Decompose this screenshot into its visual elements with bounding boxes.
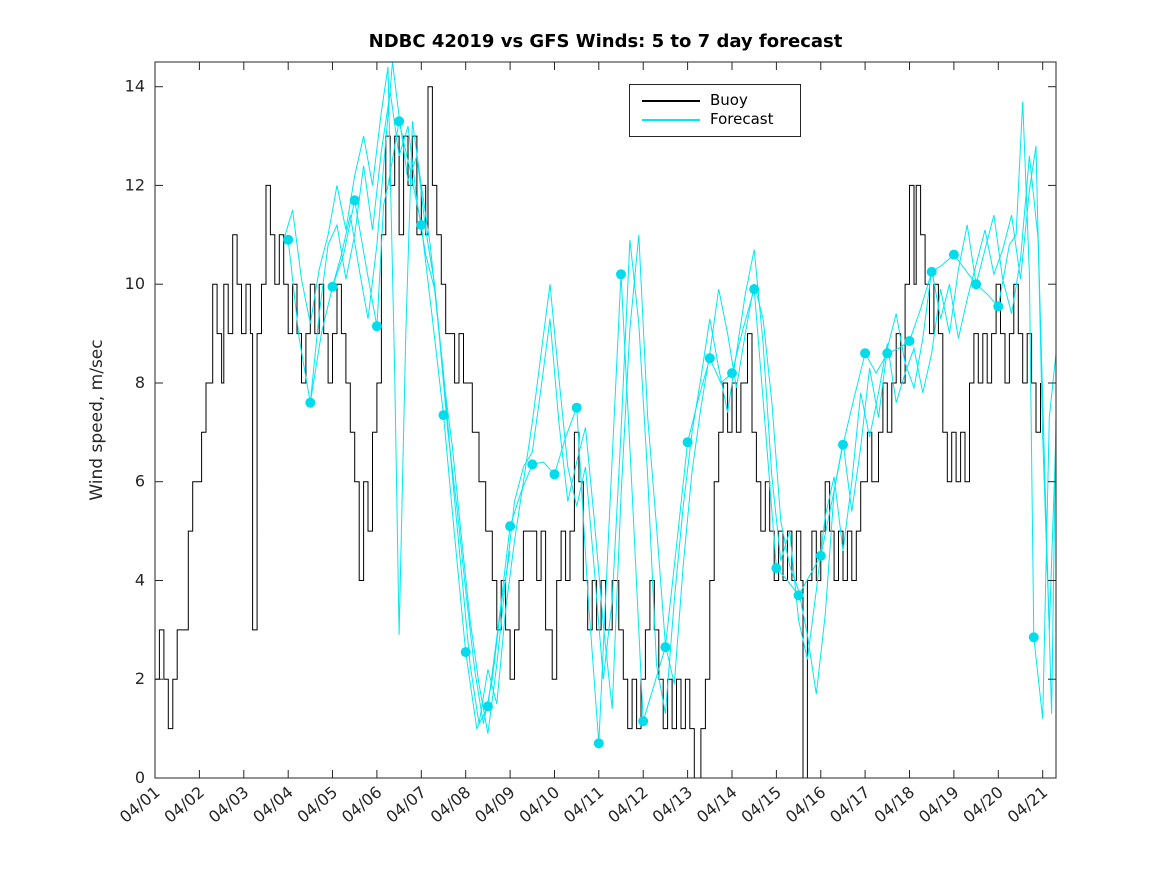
forecast-marker-dot: [616, 269, 626, 280]
x-tick-label: 04/12: [604, 783, 652, 827]
forecast-marker-dot: [993, 301, 1004, 312]
x-tick-label: 04/15: [737, 783, 785, 827]
x-tick-label: 04/03: [205, 783, 253, 827]
y-tick-label: 2: [135, 669, 145, 688]
forecast-marker-dot: [771, 563, 782, 574]
y-tick-label: 10: [125, 274, 145, 293]
forecast-marker-dot: [660, 642, 671, 653]
forecast-marker-dot: [682, 437, 693, 448]
forecast-run-3-series-line: [332, 61, 1057, 734]
x-tick-label: 04/18: [871, 783, 919, 827]
x-tick-label: 04/17: [826, 783, 874, 827]
forecast-marker-dot: [349, 195, 360, 206]
forecast-marker-dot: [571, 402, 582, 413]
x-tick-label: 04/14: [693, 783, 741, 827]
y-tick-label: 14: [125, 77, 145, 96]
forecast-marker-dot: [327, 281, 338, 292]
forecast-marker-dot: [793, 590, 804, 601]
forecast-marker-dot: [549, 469, 560, 480]
forecast-marker-dot: [749, 284, 760, 295]
forecast-marker-dot: [593, 738, 604, 749]
y-tick-label: 6: [135, 472, 145, 491]
x-tick-label: 04/08: [427, 783, 475, 827]
forecast-marker-dot: [838, 439, 848, 450]
forecast-marker-dot: [482, 701, 493, 712]
forecast-marker-dot: [704, 353, 715, 364]
forecast-marker-dot: [505, 521, 516, 532]
y-axis-label: Wind speed, m/sec: [87, 339, 107, 501]
x-tick-label: 04/02: [160, 783, 208, 827]
y-tick-label: 12: [125, 175, 145, 194]
buoy-line-swatch: [642, 99, 700, 102]
forecast-marker-dot: [460, 647, 471, 658]
x-tick-label: 04/09: [471, 783, 519, 827]
y-tick-label: 4: [135, 571, 145, 590]
x-tick-label: 04/21: [1004, 783, 1052, 827]
x-tick-label: 04/10: [516, 783, 564, 827]
x-tick-label: 04/05: [294, 783, 342, 827]
chart-title: NDBC 42019 vs GFS Winds: 5 to 7 day fore…: [368, 31, 843, 52]
forecast-marker-dot: [860, 348, 871, 359]
forecast-marker-dot: [371, 321, 382, 332]
x-tick-label: 04/19: [915, 783, 963, 827]
legend-label-buoy: Buoy: [710, 91, 748, 109]
forecast-marker-dot: [948, 249, 959, 260]
forecast-line-swatch: [642, 118, 700, 121]
x-tick-label: 04/06: [338, 783, 386, 827]
forecast-marker-dot: [283, 234, 294, 245]
forecast-run-2-series-line: [309, 91, 1057, 724]
legend-label-forecast: Forecast: [710, 110, 774, 128]
forecast-marker-dot: [882, 348, 893, 359]
forecast-marker-dot: [815, 550, 826, 561]
x-tick-label: 04/20: [959, 783, 1007, 827]
forecast-marker-dot: [394, 116, 405, 127]
legend: Buoy Forecast: [629, 84, 801, 137]
x-tick-label: 04/16: [782, 783, 830, 827]
x-tick-label: 04/11: [560, 783, 608, 827]
forecast-marker-dot: [438, 410, 449, 421]
forecast-marker-dot: [416, 220, 427, 230]
forecast-run-4-series-line: [283, 66, 511, 724]
x-tick-label: 04/04: [249, 783, 297, 827]
legend-entry-forecast: Forecast: [630, 110, 800, 129]
forecast-marker-dot: [638, 716, 649, 727]
forecast-marker-dot: [926, 266, 937, 277]
forecast-marker-dot: [904, 336, 915, 346]
x-tick-label: 04/07: [382, 783, 430, 827]
x-tick-label: 04/01: [116, 783, 164, 827]
forecast-marker-dot: [527, 459, 538, 470]
buoy-series-line: [155, 86, 1041, 779]
x-tick-label: 04/13: [649, 783, 697, 827]
forecast-marker-dot: [1028, 632, 1039, 643]
forecast-marker-dot: [971, 279, 982, 290]
axes-box: [154, 61, 1057, 779]
y-tick-label: 8: [135, 373, 145, 392]
forecast-marker-dot: [727, 368, 737, 379]
forecast-marker-dot: [305, 397, 316, 408]
legend-entry-buoy: Buoy: [630, 91, 800, 110]
y-tick-label: 0: [135, 768, 145, 787]
